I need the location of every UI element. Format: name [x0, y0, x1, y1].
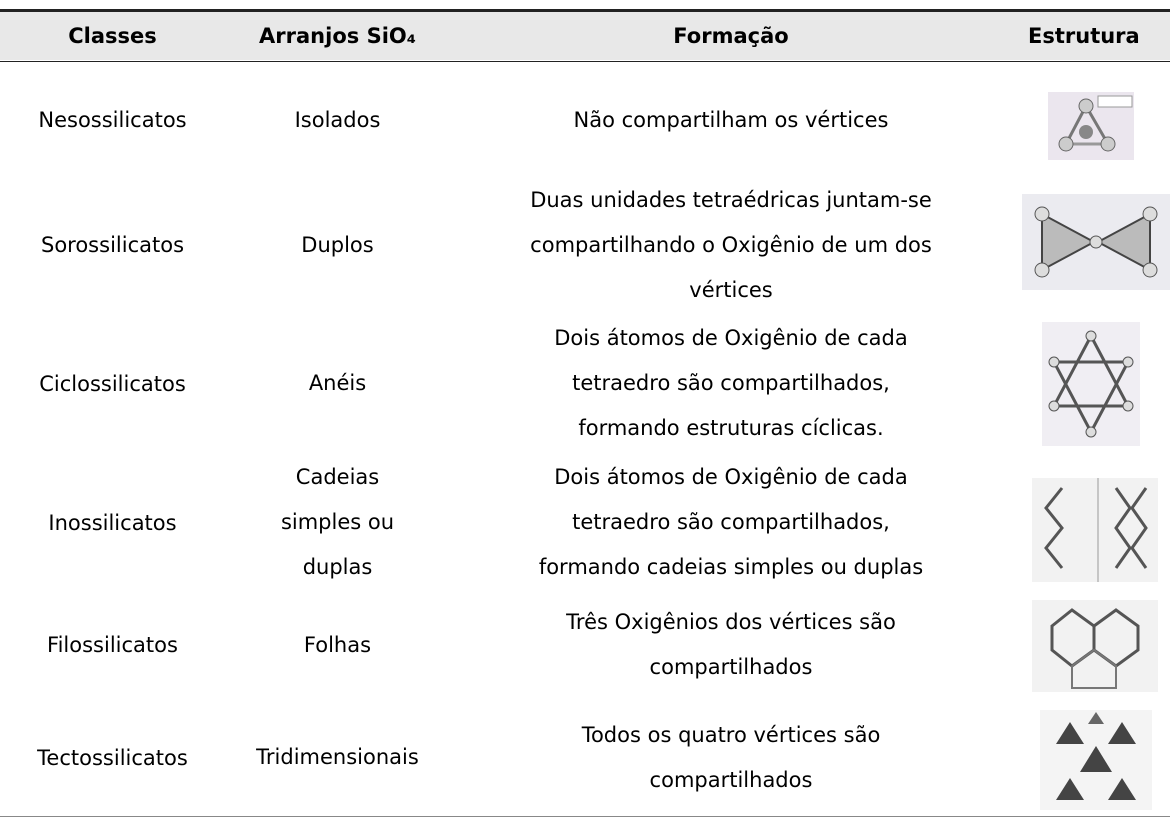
arrangement-cell: Cadeias simples ou duplas: [225, 455, 450, 590]
class-cell: Filossilicatos: [47, 633, 178, 657]
arrangement-cell: Isolados: [225, 62, 450, 178]
class-cell: Nesossilicatos: [38, 108, 187, 132]
column-header: Classes: [68, 24, 157, 48]
text-line: Duas unidades tetraédricas juntam-se: [530, 187, 932, 212]
structure-image: [1040, 710, 1152, 810]
formation-cell: Três Oxigênios dos vértices são compartil…: [450, 590, 1012, 700]
text-line: compartilhados: [649, 767, 813, 792]
column-header: Arranjos SiO₄: [259, 24, 416, 48]
text-line: compartilhados: [649, 655, 813, 679]
header-row: [0, 12, 1170, 60]
text-line: simples ou: [280, 510, 395, 534]
text-line: Não compartilham os vértices: [573, 107, 889, 132]
text-line: formando cadeias simples ou duplas: [538, 555, 924, 579]
class-cell: Tectossilicatos: [37, 745, 188, 770]
arrangement-cell: Folhas: [225, 590, 450, 700]
formation-cell: Duas unidades tetraédricas juntam-se comp…: [450, 178, 1012, 312]
arrangement-cell: Duplos: [225, 178, 450, 312]
arrangement-cell: Anéis: [225, 312, 450, 455]
header-rule: [0, 61, 1170, 62]
bottom-rule: [0, 816, 1170, 817]
text-line: Anéis: [308, 371, 367, 395]
text-line: Duplos: [301, 232, 374, 257]
text-line: Todos os quatro vértices são: [581, 722, 881, 747]
text-line: Três Oxigênios dos vértices são: [566, 610, 896, 634]
text-line: Tridimensionais: [256, 745, 419, 769]
structure-image: [1032, 478, 1158, 582]
formation-cell: Todos os quatro vértices são compartilhad…: [450, 700, 1012, 815]
structure-image: [1048, 92, 1134, 160]
class-cell: Inossilicatos: [48, 510, 177, 535]
text-line: Cadeias: [295, 465, 380, 489]
text-line: formando estruturas cíclicas.: [578, 416, 884, 440]
text-line: tetraedro são compartilhados,: [572, 510, 890, 534]
class-cell: Sorossilicatos: [40, 233, 185, 257]
text-line: Dois átomos de Oxigênio de cada: [554, 465, 908, 489]
arrangement-cell: Tridimensionais: [225, 700, 450, 815]
class-cell: Ciclossilicatos: [39, 371, 186, 396]
structure-image: [1022, 194, 1170, 290]
formation-cell: Dois átomos de Oxigênio de cada tetraedro…: [450, 455, 1012, 590]
text-line: compartilhando o Oxigênio de um dos: [530, 232, 932, 257]
text-line: Folhas: [303, 632, 372, 657]
text-line: Dois átomos de Oxigênio de cada: [554, 326, 908, 350]
text-line: duplas: [302, 555, 373, 579]
formation-cell: Não compartilham os vértices: [450, 62, 1012, 178]
structure-image: [1042, 322, 1140, 446]
top-rule: [0, 9, 1170, 12]
text-line: vértices: [689, 277, 773, 302]
formation-cell: Dois átomos de Oxigênio de cada tetraedro…: [450, 312, 1012, 455]
column-header: Estrutura: [1028, 24, 1140, 48]
text-line: Isolados: [294, 107, 381, 132]
text-line: tetraedro são compartilhados,: [572, 371, 890, 395]
structure-image: [1032, 600, 1158, 692]
column-header: Formação: [673, 24, 789, 48]
